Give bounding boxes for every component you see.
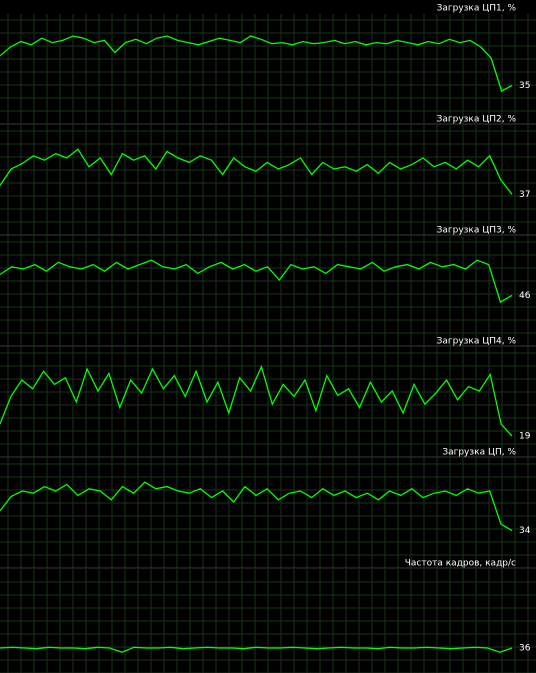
current-value: 19 <box>519 432 531 442</box>
title: Загрузка ЦП2, % <box>437 115 517 125</box>
title: Загрузка ЦП4, % <box>437 337 517 347</box>
series-line <box>0 148 513 195</box>
current-value: 36 <box>519 644 531 654</box>
current-value: 34 <box>519 526 531 536</box>
series-line <box>0 481 513 532</box>
series-line <box>0 646 513 653</box>
current-value: 46 <box>519 291 531 301</box>
current-value: 35 <box>519 81 530 91</box>
title: Загрузка ЦП, % <box>442 448 516 458</box>
title: Частота кадров, кадр/с <box>405 559 516 569</box>
title: Загрузка ЦП3, % <box>437 226 517 236</box>
current-value: 37 <box>519 190 530 200</box>
title: Загрузка ЦП1, % <box>437 4 517 14</box>
series-line <box>0 364 513 437</box>
series-line <box>0 35 513 92</box>
series-line <box>0 259 513 303</box>
